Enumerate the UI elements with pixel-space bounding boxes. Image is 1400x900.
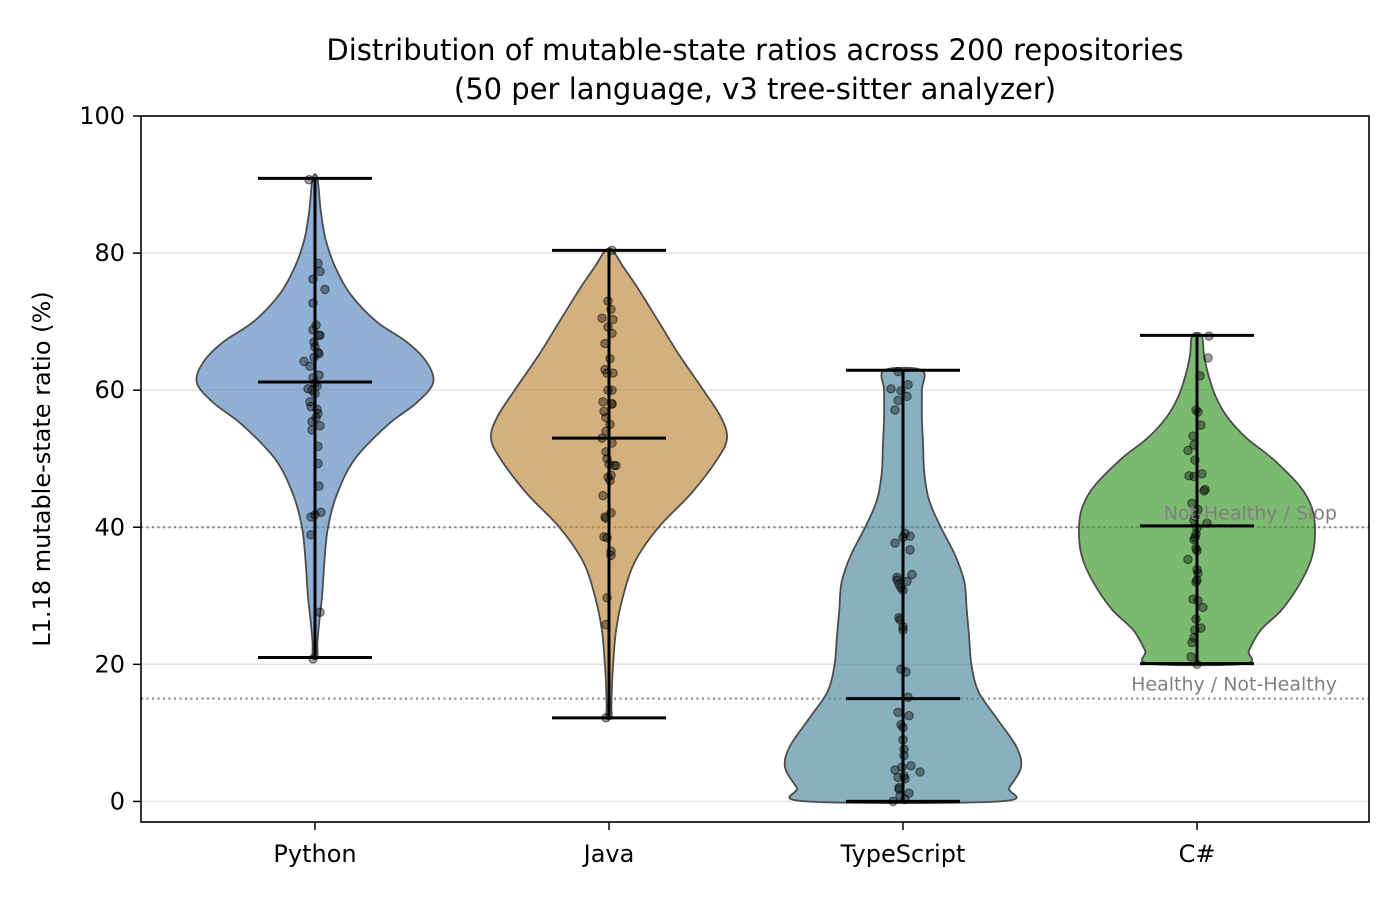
data-point [890,405,900,415]
violins [195,173,1316,805]
data-point [1197,469,1207,479]
chart-title: Distribution of mutable-state ratios acr… [326,33,1183,67]
data-point [1187,637,1197,648]
y-tick-label: 40 [94,513,125,541]
y-tick-label: 60 [94,376,125,404]
data-point [915,767,925,777]
violin-statistics [258,176,1254,803]
data-point [1183,445,1193,456]
data-point [299,356,309,367]
y-tick-label: 20 [94,650,125,678]
data-point [1199,486,1209,496]
data-point [892,572,902,582]
data-point [1186,652,1196,662]
y-tick-label: 80 [94,239,125,267]
data-point [315,607,325,617]
x-tick-label: Python [273,840,356,868]
data-point [904,711,914,721]
y-tick-label: 100 [79,102,125,130]
data-point [905,531,915,541]
data-point [1203,353,1213,363]
data-point [320,284,330,295]
data-point [315,330,325,341]
y-tick-label: 0 [110,787,125,815]
reference-line-label: Not-Healthy / Slop [1164,502,1337,524]
data-point [598,491,608,501]
data-point [305,361,315,371]
data-point [890,538,900,548]
data-point [611,460,621,471]
data-point [1183,554,1193,565]
data-point [598,397,608,407]
data-point [886,384,896,394]
reference-labels: Not-Healthy / Slop Healthy / Not-Healthy [1131,502,1337,695]
data-point [315,266,325,277]
axes: 0 20 40 60 80 100 Python Java TypeScript C# [79,102,1370,868]
x-tick-label: C# [1179,840,1216,868]
data-point [905,545,915,555]
x-tick-label: TypeScript [840,840,966,868]
data-point [906,761,916,771]
x-tick-label: Java [582,840,635,868]
chart-subtitle: (50 per language, v3 tree-sitter analyze… [454,72,1056,106]
data-point [903,379,913,390]
data-point [907,569,917,580]
data-points [299,175,1214,807]
data-point [1198,602,1208,613]
reference-line-label: Healthy / Not-Healthy [1131,674,1337,696]
data-point [893,707,903,718]
plot-frame [140,115,1370,823]
y-axis-label: L1.18 mutable-state ratio (%) [28,291,56,646]
data-point [597,313,607,323]
data-point [893,395,903,406]
data-point [315,421,325,431]
